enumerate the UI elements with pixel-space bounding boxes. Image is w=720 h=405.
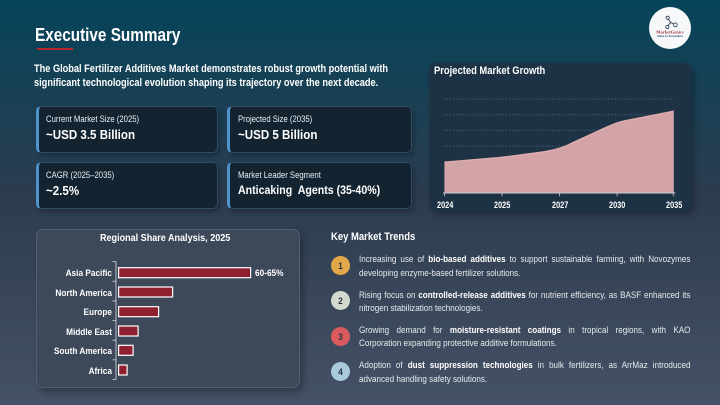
svg-text:Ideas to Innovation: Ideas to Innovation bbox=[657, 34, 683, 38]
svg-text:MarketGenics: MarketGenics bbox=[656, 30, 684, 35]
